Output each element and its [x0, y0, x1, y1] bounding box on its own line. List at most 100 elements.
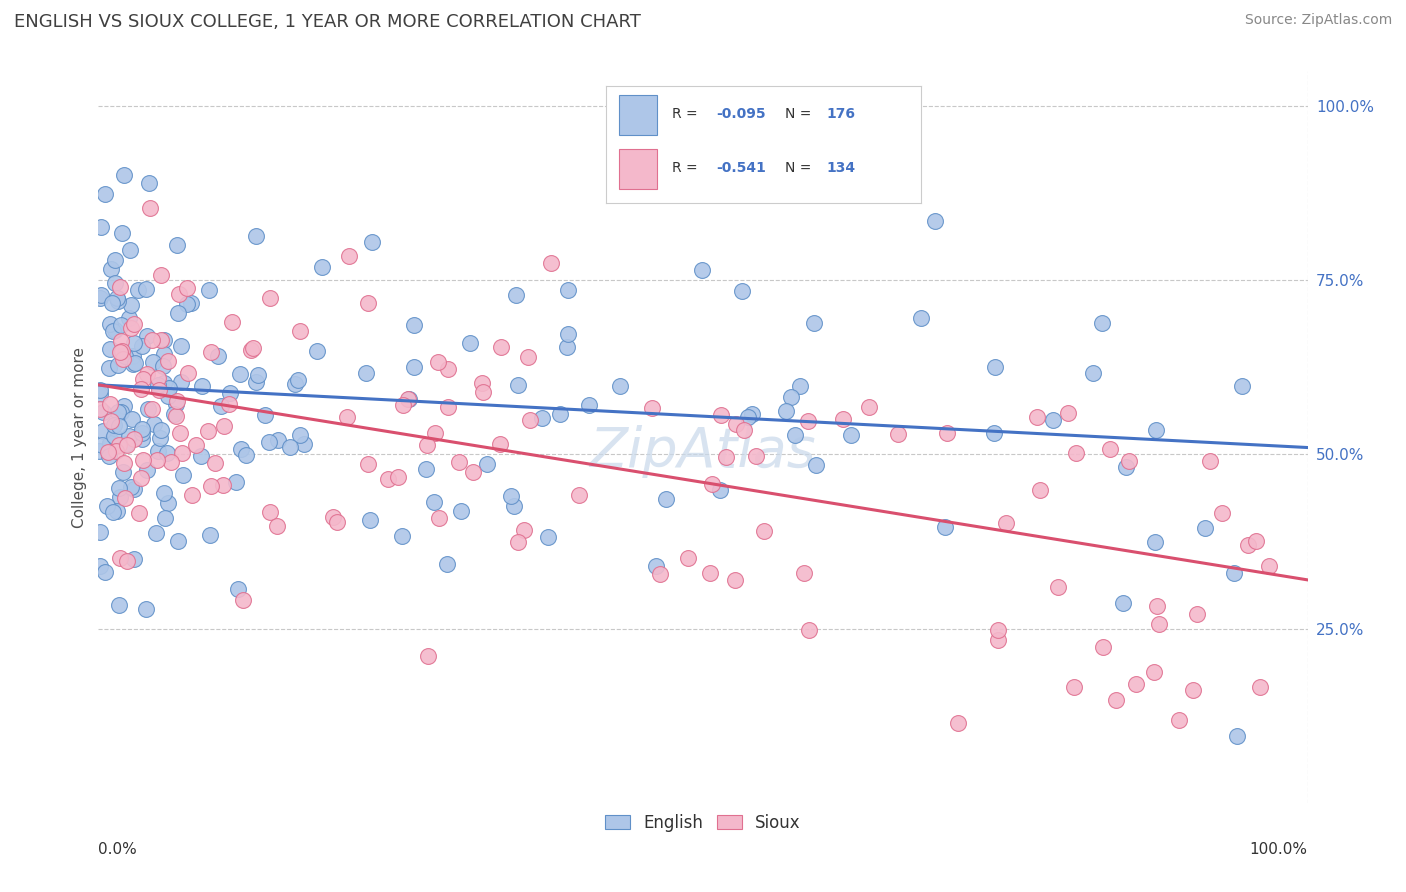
Point: [112, 456, 135, 470]
Point: [181, 488, 204, 502]
Point: [118, 310, 141, 325]
Point: [169, 425, 191, 440]
Point: [235, 448, 257, 462]
Point: [1194, 520, 1216, 534]
Point: [404, 318, 426, 332]
Point: [141, 333, 163, 347]
Point: [204, 456, 226, 470]
Point: [135, 329, 157, 343]
Text: ENGLISH VS SIOUX COLLEGE, 1 YEAR OR MORE CORRELATION CHART: ENGLISH VS SIOUX COLLEGE, 1 YEAR OR MORE…: [14, 13, 641, 31]
Point: [89, 291, 111, 305]
Point: [1046, 580, 1069, 594]
Point: [98, 436, 121, 450]
Point: [725, 417, 748, 431]
Point: [229, 442, 252, 457]
Point: [91, 424, 114, 438]
Point: [209, 399, 232, 413]
Point: [1237, 538, 1260, 552]
Point: [910, 311, 932, 326]
Point: [135, 367, 157, 381]
Point: [1092, 640, 1115, 654]
Point: [191, 379, 214, 393]
Point: [111, 465, 134, 479]
Point: [292, 437, 315, 451]
Point: [100, 296, 122, 310]
Point: [200, 478, 222, 492]
Point: [1258, 558, 1281, 573]
Point: [288, 428, 311, 442]
Point: [96, 500, 118, 514]
Point: [98, 449, 121, 463]
Point: [198, 527, 221, 541]
Point: [131, 422, 153, 436]
Point: [108, 419, 131, 434]
Point: [724, 573, 747, 587]
Point: [148, 383, 170, 397]
Point: [423, 495, 446, 509]
Point: [655, 491, 678, 506]
Point: [501, 489, 523, 503]
Point: [111, 226, 134, 240]
Point: [983, 426, 1005, 441]
Point: [120, 298, 142, 312]
Point: [924, 214, 946, 228]
Point: [733, 423, 755, 437]
Point: [519, 413, 541, 427]
Point: [211, 478, 233, 492]
Point: [165, 397, 187, 411]
Point: [107, 599, 129, 613]
Point: [645, 559, 668, 574]
Point: [775, 404, 797, 418]
Point: [177, 366, 200, 380]
Point: [508, 377, 530, 392]
Point: [108, 437, 131, 451]
Point: [176, 297, 198, 311]
Point: [247, 368, 270, 382]
Point: [115, 438, 138, 452]
Point: [153, 486, 176, 500]
Point: [803, 316, 825, 330]
Point: [138, 176, 160, 190]
Point: [555, 340, 578, 354]
Point: [131, 425, 153, 440]
Point: [90, 287, 112, 301]
Point: [156, 353, 179, 368]
Point: [120, 480, 142, 494]
Point: [396, 392, 419, 406]
Point: [1144, 423, 1167, 437]
Point: [89, 559, 111, 574]
Point: [278, 440, 301, 454]
Point: [108, 345, 131, 359]
Point: [548, 407, 571, 421]
Point: [169, 287, 191, 301]
Point: [98, 342, 121, 356]
Point: [142, 354, 165, 368]
Point: [1026, 410, 1049, 425]
Point: [609, 378, 631, 392]
Point: [100, 261, 122, 276]
Point: [89, 386, 111, 401]
Point: [402, 359, 425, 374]
Point: [1168, 713, 1191, 727]
Point: [89, 402, 111, 417]
Point: [103, 418, 125, 433]
Point: [690, 262, 713, 277]
Point: [1223, 566, 1246, 580]
Point: [427, 355, 450, 369]
Point: [392, 398, 415, 412]
Point: [858, 400, 880, 414]
Point: [354, 366, 377, 380]
Point: [93, 187, 115, 202]
Point: [120, 243, 142, 257]
Point: [311, 260, 333, 274]
Point: [578, 398, 600, 412]
Point: [557, 326, 579, 341]
Point: [100, 434, 122, 448]
Point: [731, 284, 754, 298]
Point: [737, 410, 759, 425]
Point: [702, 476, 724, 491]
Point: [115, 437, 138, 451]
Point: [987, 633, 1010, 648]
Point: [436, 400, 458, 414]
Point: [245, 229, 267, 244]
